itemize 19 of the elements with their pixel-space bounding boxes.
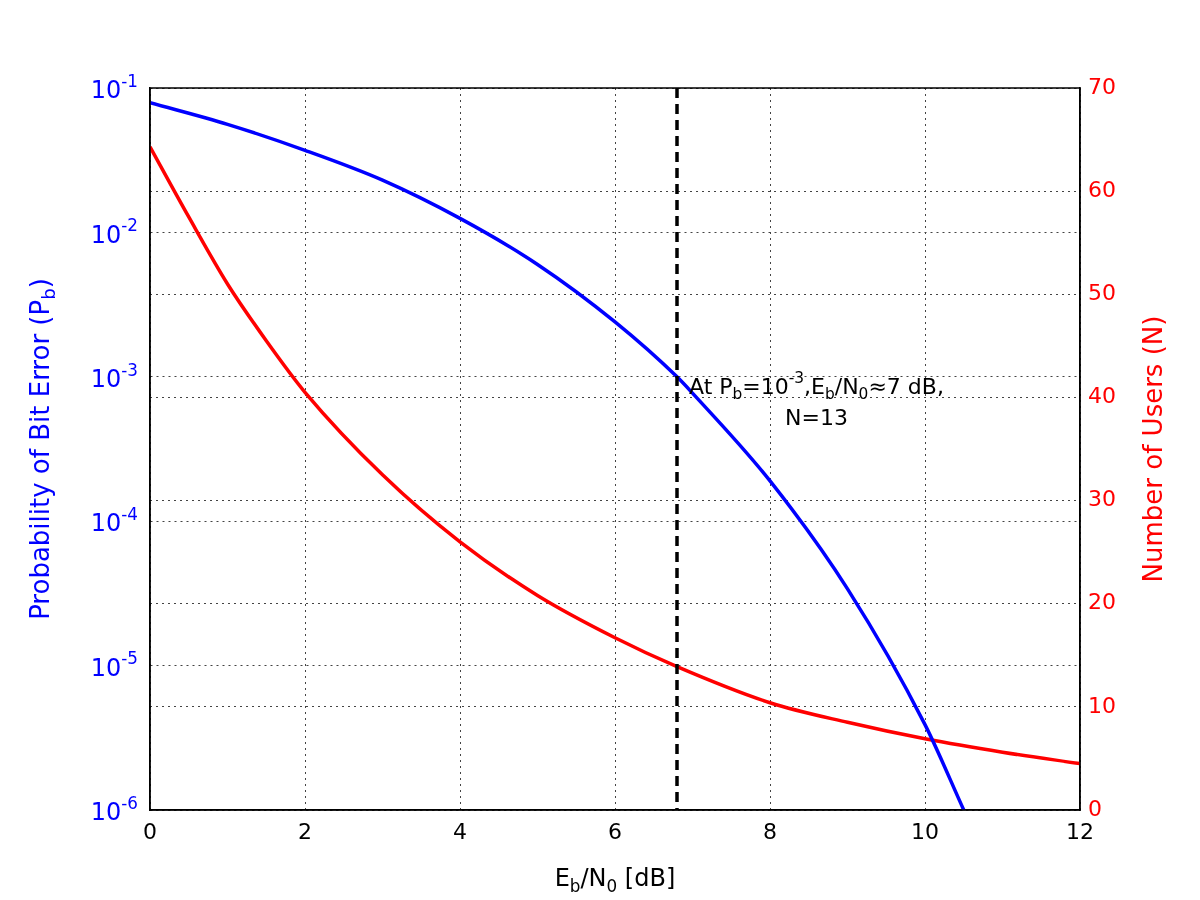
y2-tick-label: 10 [1088, 692, 1116, 718]
y2-tick-label: 70 [1088, 73, 1116, 99]
x-tick-label: 4 [453, 818, 467, 844]
x-tick-label: 0 [143, 818, 157, 844]
y-axis-title: Probability of Bit Error (Pb) [24, 278, 59, 620]
y2-tick-label: 50 [1088, 280, 1116, 305]
x-tick-label: 10 [911, 818, 939, 844]
y2-tick-label: 60 [1088, 176, 1116, 202]
x-tick-label: 2 [298, 818, 312, 844]
x-tick-label: 12 [1066, 818, 1094, 844]
y2-axis-title: Number of Users (N) [1137, 315, 1168, 583]
y2-tick-label: 40 [1088, 383, 1116, 409]
y2-tick-label: 0 [1088, 795, 1102, 821]
line-series [150, 145, 1080, 766]
y2-tick-label: 30 [1088, 486, 1116, 512]
y2-tick-label: 20 [1088, 589, 1116, 615]
x-tick-label: 8 [763, 818, 777, 844]
line-series [150, 101, 966, 810]
x-tick-label: 6 [608, 818, 622, 844]
